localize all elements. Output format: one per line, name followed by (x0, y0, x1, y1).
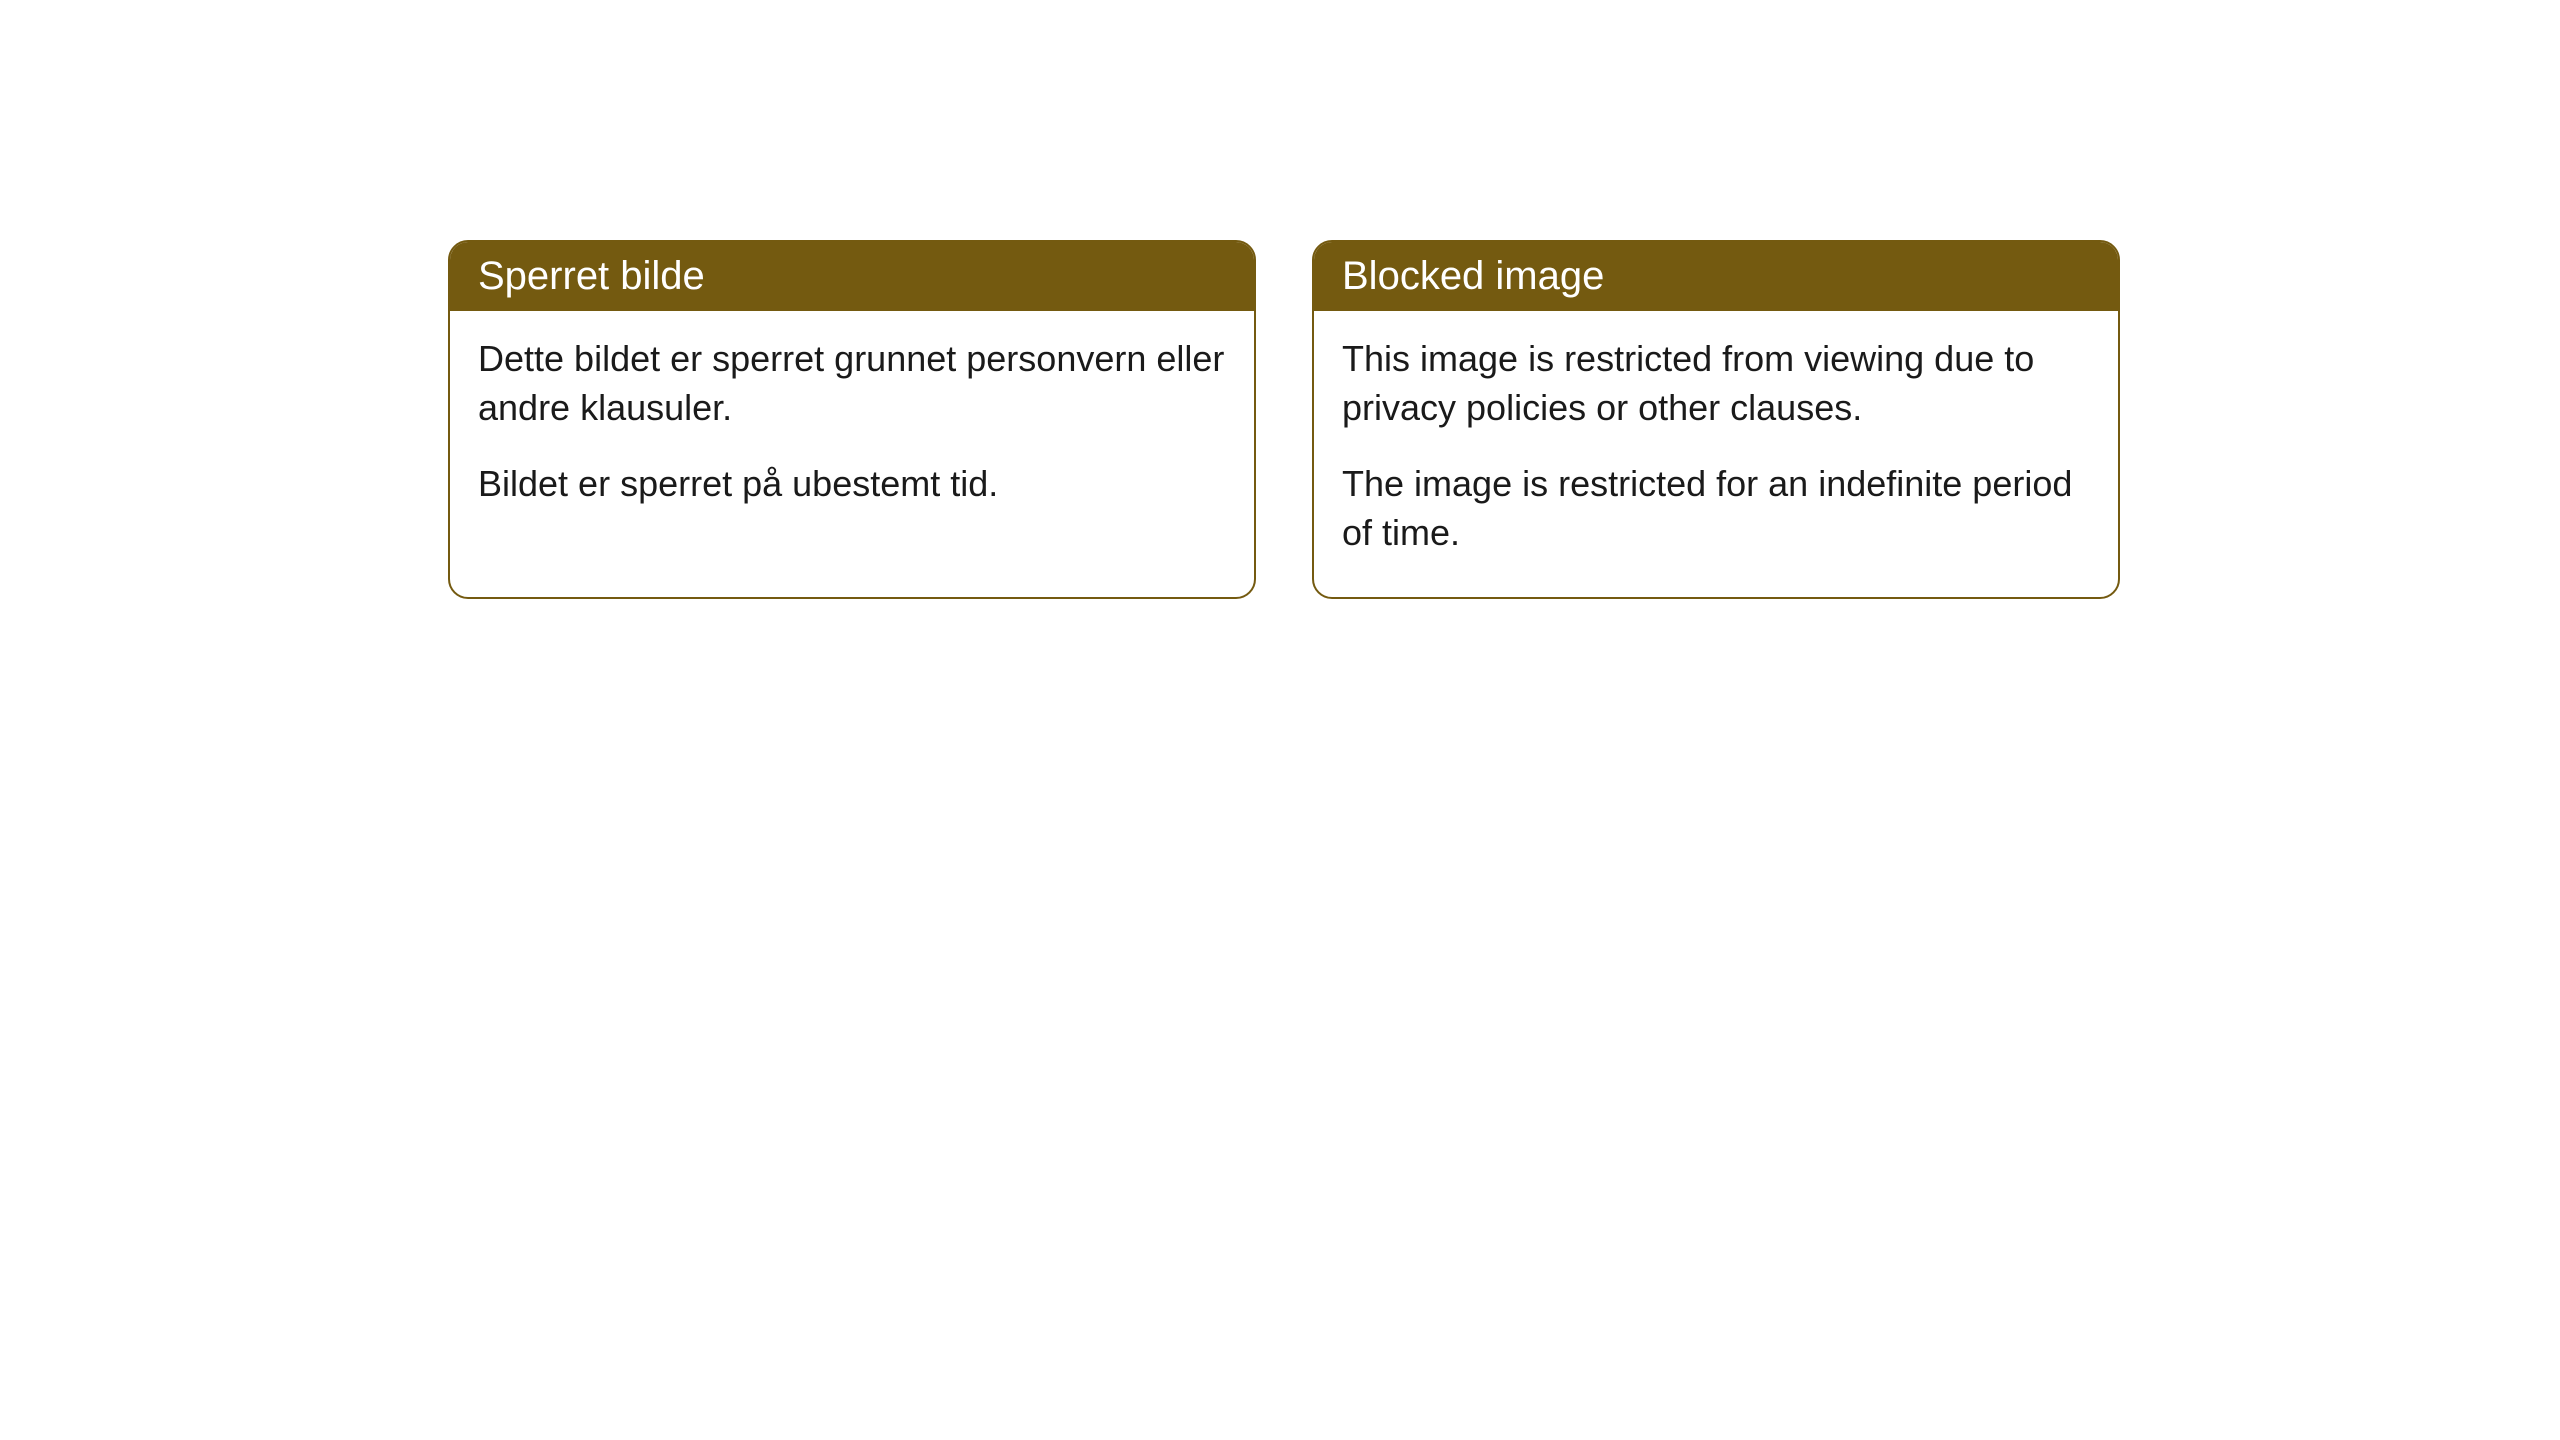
card-message-1-norwegian: Dette bildet er sperret grunnet personve… (478, 335, 1226, 432)
card-message-1-english: This image is restricted from viewing du… (1342, 335, 2090, 432)
card-body-english: This image is restricted from viewing du… (1314, 311, 2118, 597)
card-header-english: Blocked image (1314, 242, 2118, 311)
card-header-norwegian: Sperret bilde (450, 242, 1254, 311)
card-message-2-norwegian: Bildet er sperret på ubestemt tid. (478, 460, 1226, 509)
blocked-image-card-norwegian: Sperret bilde Dette bildet er sperret gr… (448, 240, 1256, 599)
notice-container: Sperret bilde Dette bildet er sperret gr… (448, 240, 2120, 599)
blocked-image-card-english: Blocked image This image is restricted f… (1312, 240, 2120, 599)
card-message-2-english: The image is restricted for an indefinit… (1342, 460, 2090, 557)
card-body-norwegian: Dette bildet er sperret grunnet personve… (450, 311, 1254, 549)
